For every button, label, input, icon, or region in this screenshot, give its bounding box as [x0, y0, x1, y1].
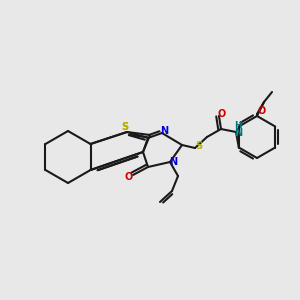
Text: N: N — [160, 126, 168, 136]
Text: S: S — [195, 141, 203, 151]
Text: H: H — [234, 122, 242, 130]
Text: O: O — [125, 172, 133, 182]
Text: O: O — [258, 106, 266, 116]
Text: O: O — [218, 109, 226, 119]
Text: N: N — [234, 128, 242, 138]
Text: S: S — [122, 122, 129, 132]
Text: S: S — [122, 122, 129, 132]
Text: N: N — [169, 157, 177, 167]
